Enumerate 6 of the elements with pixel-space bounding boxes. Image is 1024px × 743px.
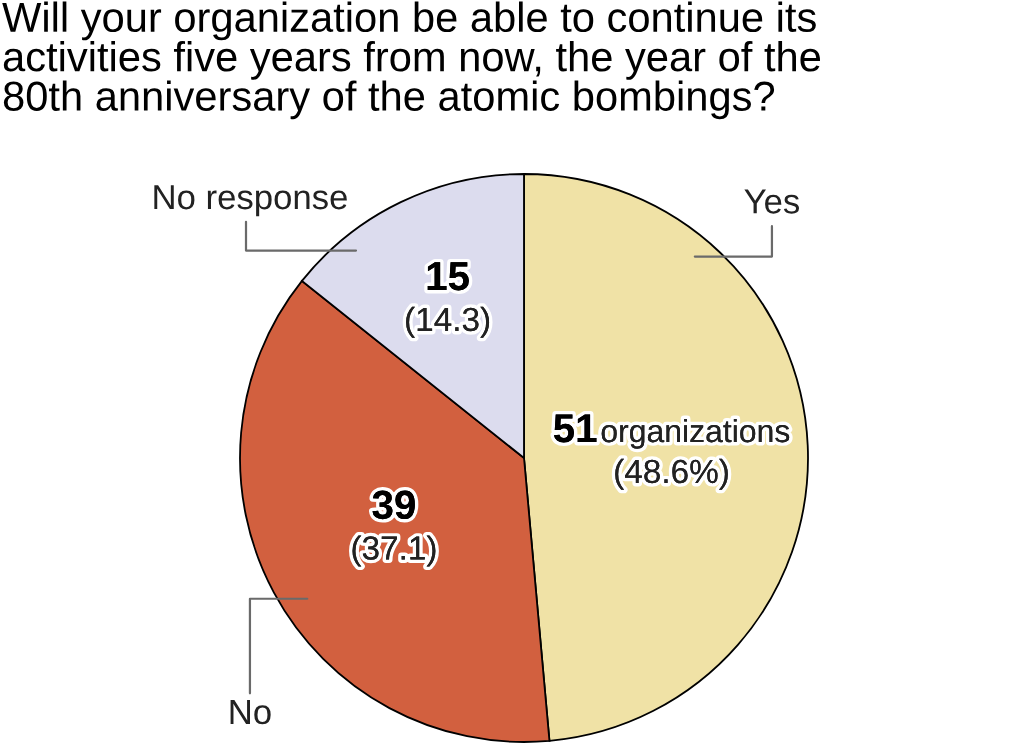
data-label: 39 (37.1) [352,490,436,567]
slice-label: Yes [744,189,800,214]
chart-title: Will your organization be able to continue its activities five years from now, the year of the 80th anniversary of the atomic bombings? [2,1,821,120]
slice-label: No response [154,185,347,217]
data-label: 15 (14.3) [406,262,490,338]
slice-label: No [230,700,271,725]
